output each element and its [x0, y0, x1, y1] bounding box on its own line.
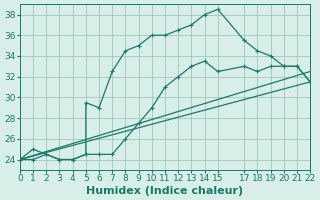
X-axis label: Humidex (Indice chaleur): Humidex (Indice chaleur): [86, 186, 244, 196]
